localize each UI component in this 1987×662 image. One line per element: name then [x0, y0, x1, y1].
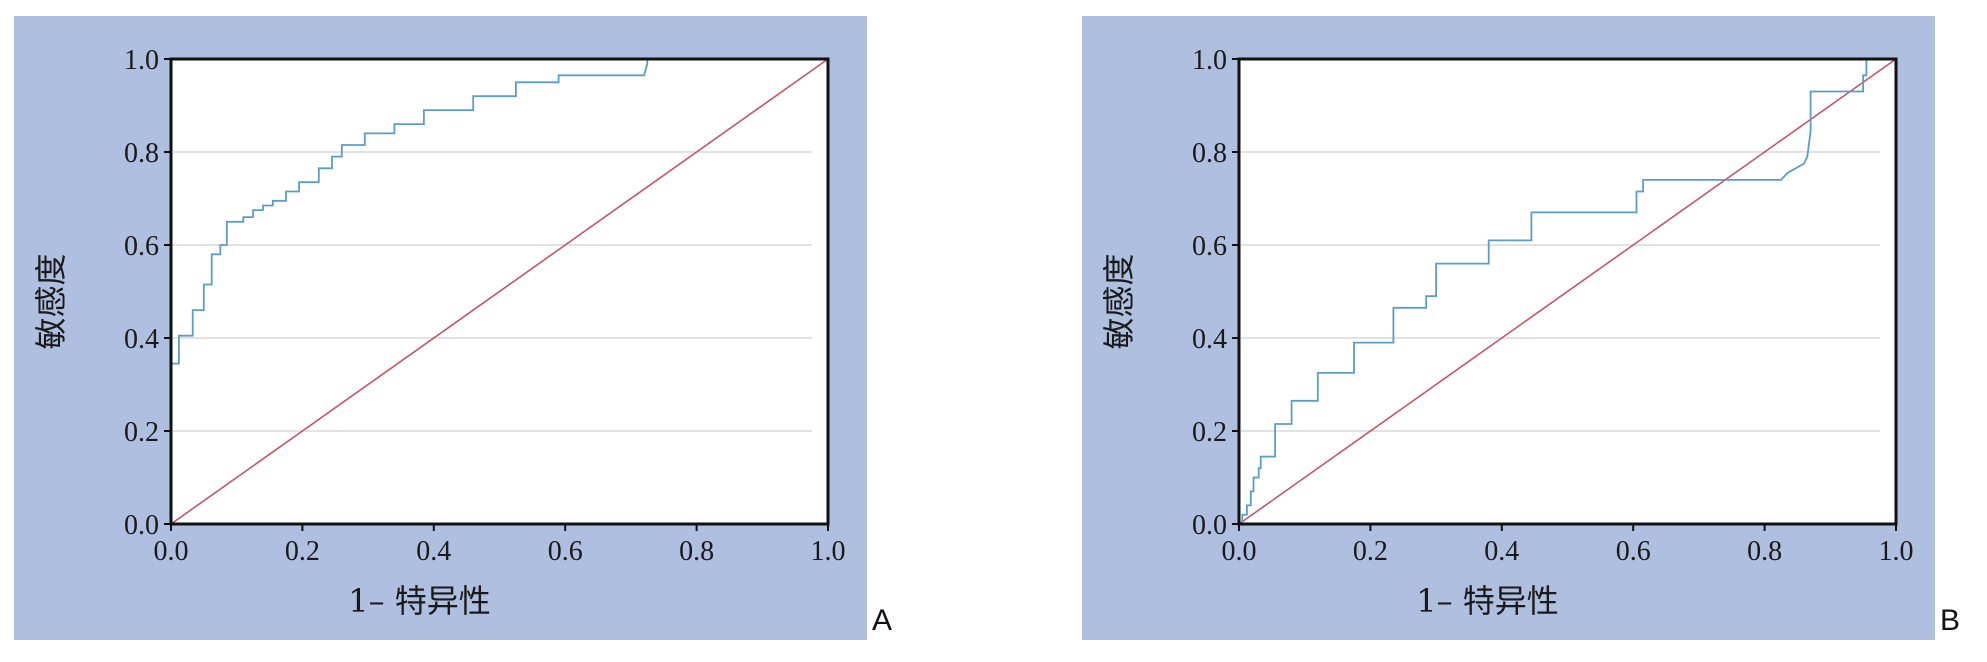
roc-chart-a: 0.0 0.2 0.4 0.6 0.8 1.0 0.0 0.2 0.4 0.6 0.8 1.0 1– 特… [32, 45, 846, 620]
x-tick-label-b-1: 0.2 [1353, 536, 1388, 567]
plot-frame-a [169, 57, 830, 526]
x-tick-label-b-2: 0.4 [1484, 536, 1519, 567]
x-axis-title-b: 1– 特异性 [1416, 582, 1559, 620]
y-tick-label-b-3: 0.6 [1192, 231, 1227, 262]
x-tick-label-b-3: 0.6 [1616, 536, 1651, 567]
x-tick-label-b-4: 0.8 [1747, 536, 1782, 567]
x-tick-label-a-5: 1.0 [811, 536, 846, 567]
panel-label-b: B [1940, 604, 1961, 637]
panel-label-a: A [872, 604, 893, 637]
y-tick-label-a-2: 0.4 [124, 324, 159, 355]
x-tick-label-a-1: 0.2 [285, 536, 320, 567]
roc-curve-a [170, 58, 828, 524]
y-tick-label-b-0: 0.0 [1192, 510, 1227, 541]
roc-curve-b [1239, 59, 1868, 525]
roc-panel-b: 0.0 0.2 0.4 0.6 0.8 1.0 0.0 0.2 0.4 0.6 0.8 1.0 1– 特… [1082, 16, 1935, 640]
y-tick-label-b-2: 0.4 [1192, 324, 1227, 355]
roc-panel-a: 0.0 0.2 0.4 0.6 0.8 1.0 0.0 0.2 0.4 0.6 0.8 1.0 1– 特… [14, 16, 867, 640]
x-tick-label-b-0: 0.0 [1222, 536, 1257, 567]
y-axis-title-b: 敏感度 [1100, 253, 1138, 349]
y-tick-label-a-3: 0.6 [124, 231, 159, 262]
x-axis-title-a: 1– 特异性 [348, 582, 491, 620]
x-tick-label-a-2: 0.4 [416, 536, 451, 567]
y-tick-label-a-5: 1.0 [124, 45, 159, 76]
x-tick-label-a-4: 0.8 [679, 536, 714, 567]
y-tick-label-b-4: 0.8 [1192, 138, 1227, 169]
reference-line-b [1238, 58, 1897, 525]
y-tick-label-b-5: 1.0 [1192, 45, 1227, 76]
y-tick-label-a-0: 0.0 [124, 510, 159, 541]
plot-frame-b [1237, 57, 1898, 526]
y-tick-label-b-1: 0.2 [1192, 417, 1227, 448]
y-tick-label-a-4: 0.8 [124, 138, 159, 169]
reference-line-a [170, 58, 829, 525]
roc-chart-b: 0.0 0.2 0.4 0.6 0.8 1.0 0.0 0.2 0.4 0.6 0.8 1.0 1– 特… [1100, 45, 1914, 620]
x-tick-label-b-5: 1.0 [1879, 536, 1914, 567]
y-axis-title-a: 敏感度 [32, 253, 70, 349]
x-tick-label-a-0: 0.0 [154, 536, 189, 567]
x-tick-label-a-3: 0.6 [548, 536, 583, 567]
y-tick-label-a-1: 0.2 [124, 417, 159, 448]
